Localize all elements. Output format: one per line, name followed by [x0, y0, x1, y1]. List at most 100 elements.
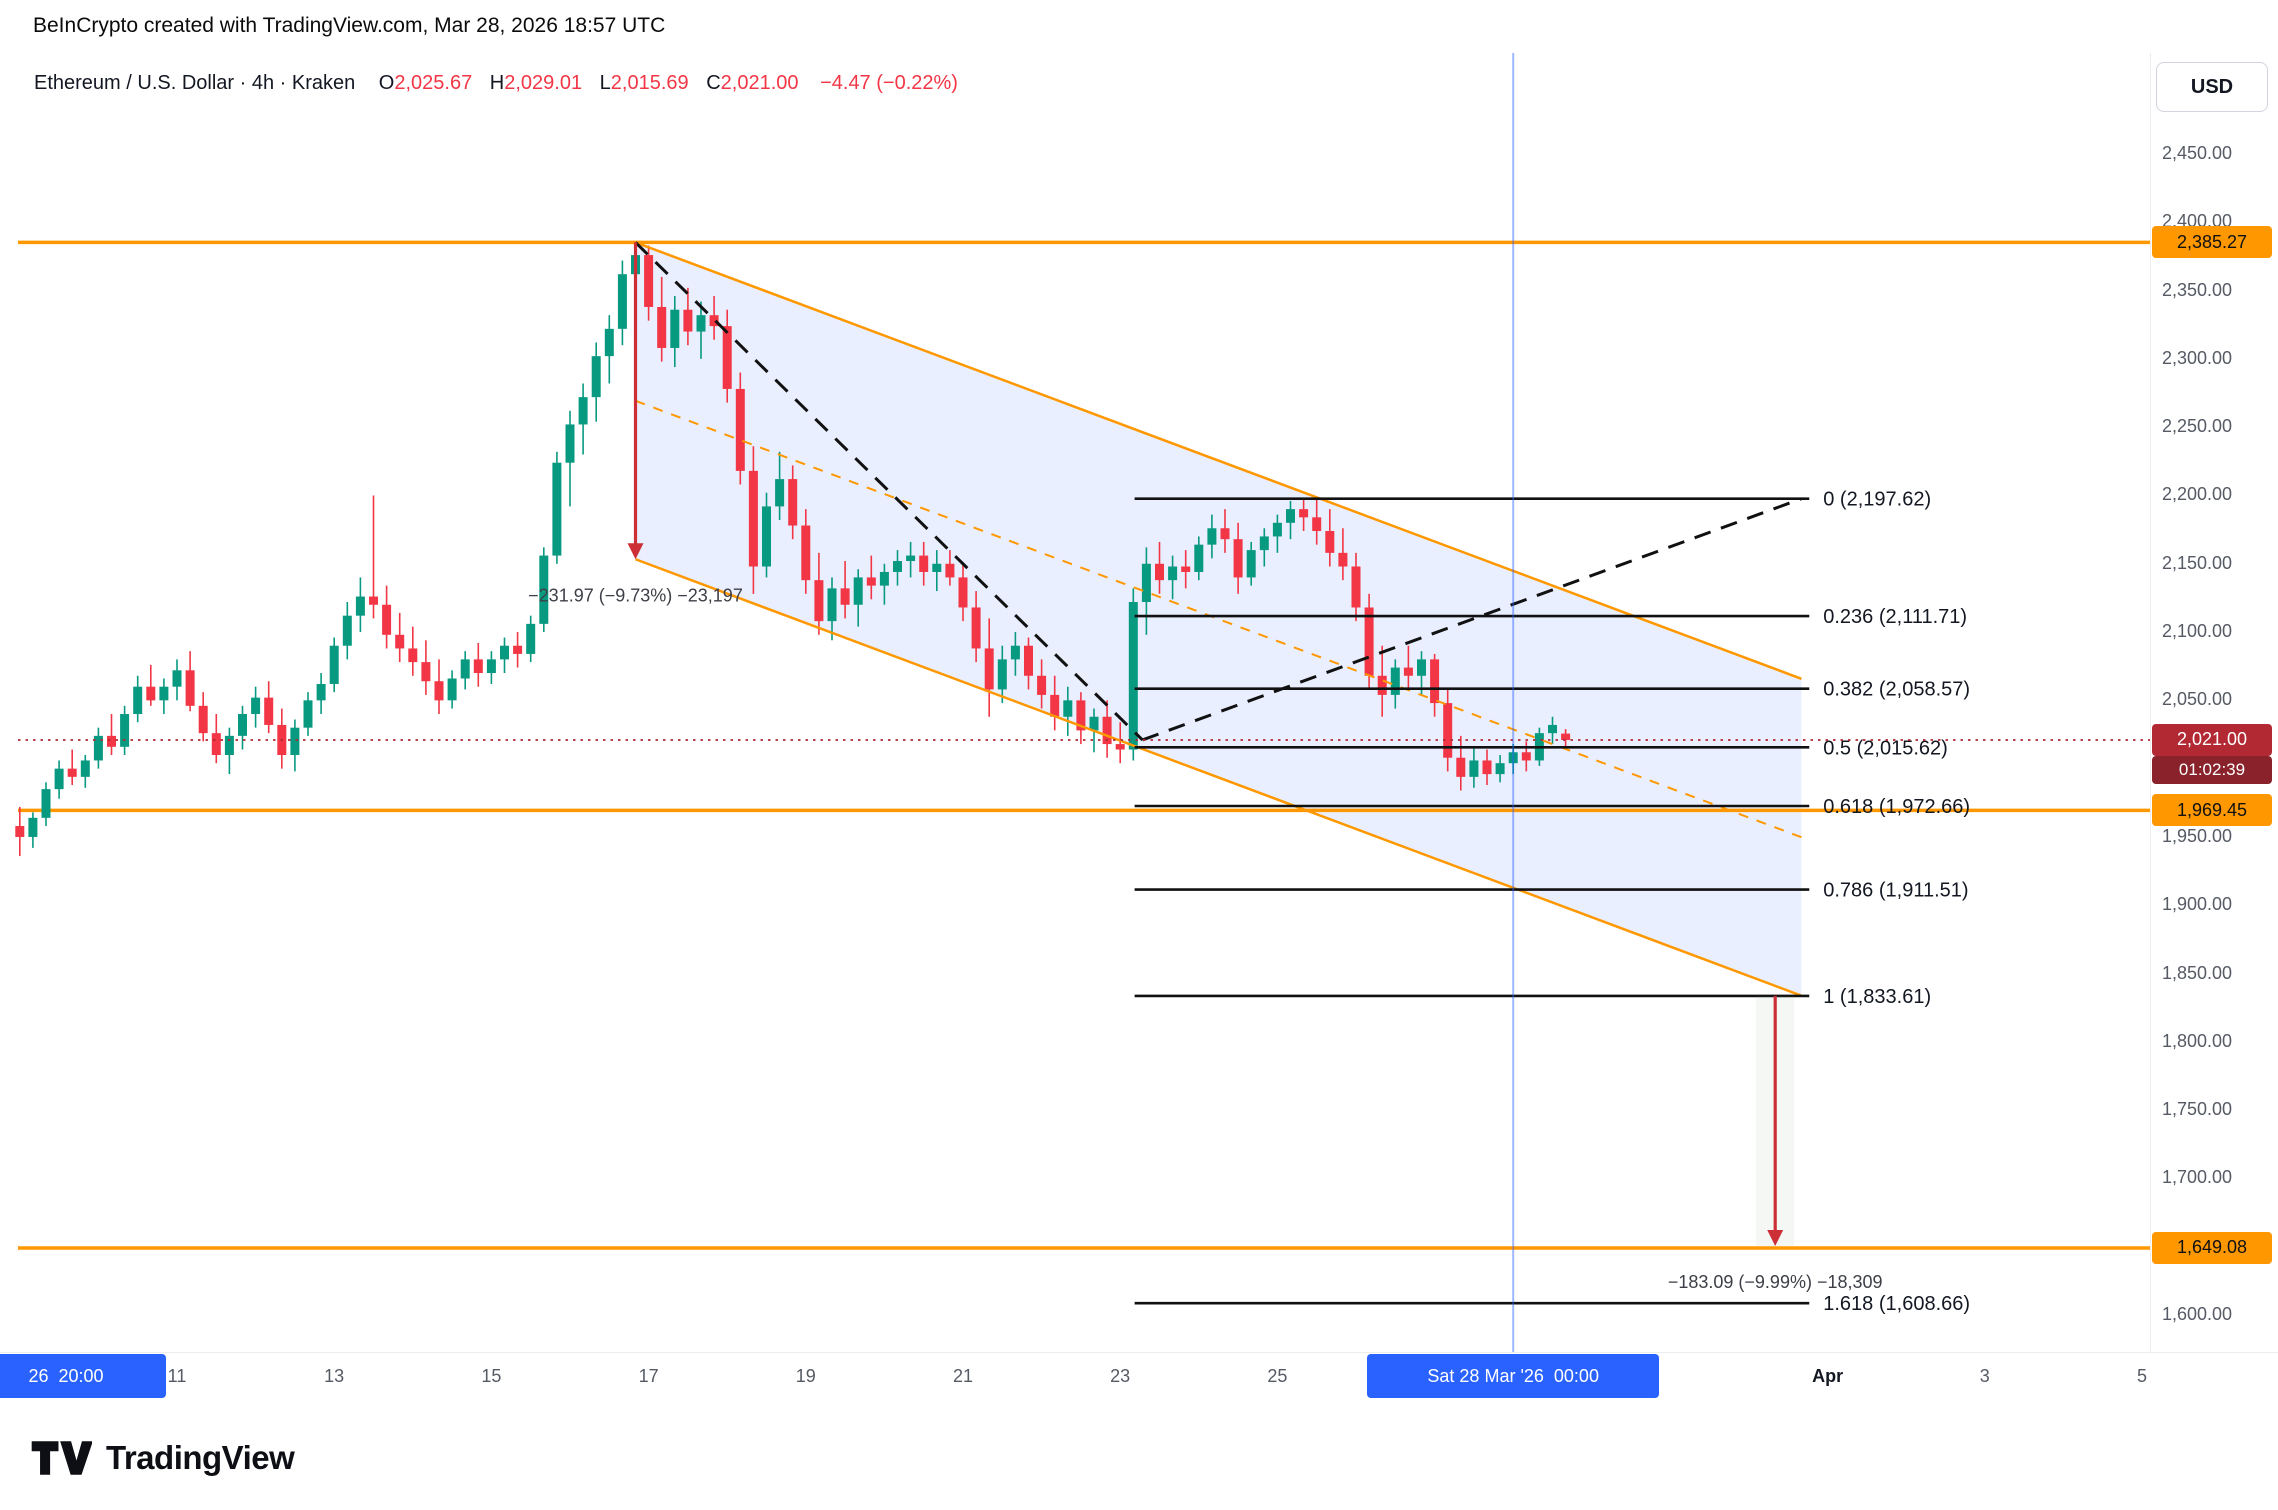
candle-body — [421, 662, 431, 682]
candle-body — [1430, 659, 1440, 704]
tradingview-wordmark: TradingView — [106, 1439, 295, 1476]
candle-body — [1443, 703, 1453, 758]
candle-body — [1508, 752, 1518, 764]
ohlc-high: H2,029.01 — [489, 72, 583, 94]
time-axis[interactable]: 11 13 15 17 19 21 23 25 Apr 3 5 26 20:00 Sat 28 Mar … — [0, 1352, 2278, 1412]
symbol-header: Ethereum / U.S. Dollar · 4h · Kraken O2,… — [34, 72, 958, 95]
time-label-23: 23 — [1110, 1366, 1131, 1386]
price-tick: 2,400.00 — [2162, 211, 2233, 232]
candle-body — [997, 659, 1007, 690]
candle-body — [303, 700, 313, 728]
candle-body — [41, 789, 51, 818]
candle-body — [1469, 760, 1479, 777]
candle-body — [958, 577, 968, 608]
candle-body — [1194, 544, 1204, 572]
price-tick: 1,750.00 — [2162, 1099, 2233, 1120]
candle-body — [971, 607, 981, 649]
candle-body — [1259, 536, 1269, 551]
tradingview-logo[interactable]: TradingView — [30, 1438, 295, 1478]
candle-body — [1063, 700, 1073, 717]
candle-body — [1246, 550, 1256, 578]
candle-body — [1155, 563, 1164, 581]
candle-body — [486, 659, 496, 674]
price-tick: 1,900.00 — [2162, 894, 2233, 915]
candle-body — [1089, 716, 1099, 731]
candle-body — [1010, 645, 1020, 660]
dashed-trendline-1[interactable] — [634, 241, 1144, 742]
candle-body — [185, 670, 195, 706]
channel-upper-line[interactable] — [635, 241, 1802, 680]
candle-body — [172, 670, 182, 687]
arrow-head-icon — [1767, 1230, 1784, 1247]
candle-body — [146, 686, 156, 701]
candle-body — [342, 615, 352, 646]
fib-label-0: 0 (2,197.62) — [1823, 489, 1931, 511]
time-label-11: 11 — [167, 1366, 187, 1386]
candle-body — [290, 727, 300, 755]
candle-body — [80, 760, 90, 777]
fib-label-0.5: 0.5 (2,015.62) — [1823, 737, 1948, 759]
candle-body — [644, 255, 654, 307]
candle-body — [1076, 700, 1086, 731]
time-anchor-badge: 26 20:00 — [0, 1354, 166, 1398]
candle-body — [1377, 675, 1387, 695]
candle-body — [120, 714, 130, 747]
candle-body — [709, 315, 719, 327]
candle-body — [1390, 667, 1400, 695]
symbol-title[interactable]: Ethereum / U.S. Dollar · 4h · Kraken — [34, 72, 356, 94]
candle-body — [1299, 509, 1309, 518]
candle-body — [1312, 517, 1322, 531]
price-tick: 2,200.00 — [2162, 484, 2233, 505]
price-change: −4.47 (−0.22%) — [820, 72, 958, 94]
ohlc-close: C2,021.00 — [706, 72, 799, 94]
candle-body — [906, 555, 916, 562]
candle-body — [1456, 757, 1466, 777]
candle-body — [578, 397, 588, 425]
time-label-15: 15 — [481, 1366, 502, 1386]
price-line-badge: 2,385.27 — [2152, 226, 2272, 259]
currency-toggle-button[interactable]: USD — [2156, 62, 2268, 112]
price-tick: 2,150.00 — [2162, 552, 2233, 573]
candle-body — [591, 356, 601, 398]
candle-body — [54, 768, 64, 790]
price-line-badge: 1,969.45 — [2152, 794, 2272, 827]
candle-body — [1548, 724, 1557, 734]
candle-body — [604, 328, 614, 357]
price-tick: 1,600.00 — [2162, 1304, 2233, 1324]
candle-body — [814, 580, 824, 622]
time-anchor-badge: Sat 28 Mar '26 00:00 — [1367, 1354, 1660, 1398]
candle-body — [748, 470, 758, 567]
time-label-25: 25 — [1267, 1366, 1288, 1386]
arrow-head-icon — [627, 543, 644, 560]
dashed-trendline-2[interactable] — [1141, 497, 1802, 742]
candle-body — [408, 648, 418, 663]
candle-body — [1141, 563, 1151, 603]
candle-body — [473, 659, 483, 674]
candle-body — [28, 817, 38, 837]
time-axis-separator — [0, 1352, 2278, 1353]
descending-channel-fill[interactable] — [635, 242, 1802, 996]
candle-body — [919, 555, 929, 572]
tradingview-logo-icon — [31, 1441, 92, 1475]
candle-body — [67, 768, 77, 777]
fib-label-1.618: 1.618 (1,608.66) — [1823, 1293, 1970, 1315]
candle-body — [395, 634, 405, 649]
candle-body — [316, 683, 326, 701]
price-tick: 2,050.00 — [2162, 689, 2233, 710]
candle-body — [539, 555, 549, 624]
candle-body — [211, 733, 221, 755]
price-axis[interactable]: 2,450.00 2,400.00 2,350.00 2,300.00 2,250.00… — [2150, 53, 2278, 1352]
candle-body — [1351, 566, 1361, 608]
candle-body — [735, 388, 745, 471]
time-label-17: 17 — [638, 1366, 659, 1386]
candle-body — [945, 563, 955, 578]
candle-body — [1561, 733, 1571, 740]
time-label-21: 21 — [952, 1366, 974, 1386]
candle-body — [447, 678, 457, 701]
candle-body — [565, 424, 575, 463]
candle-body — [775, 479, 785, 507]
channel-lower-line[interactable] — [635, 558, 1802, 997]
candle-body — [1521, 752, 1531, 761]
